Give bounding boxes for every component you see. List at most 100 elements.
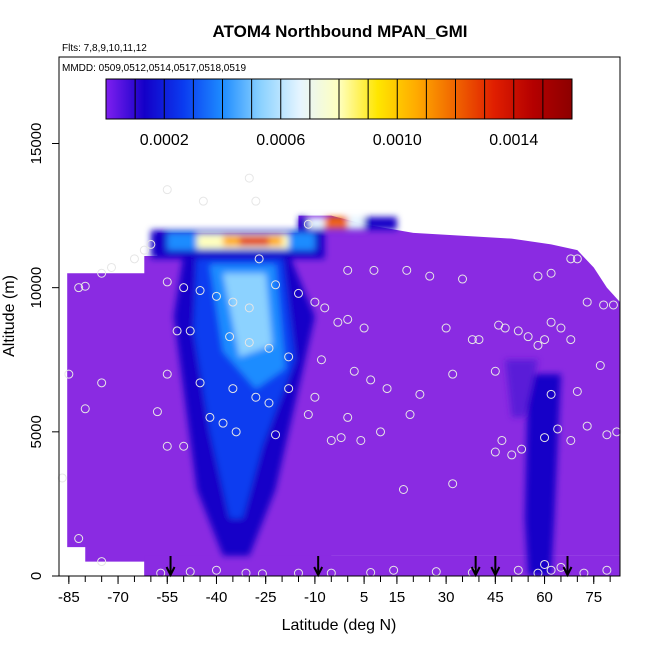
sample-point xyxy=(333,317,343,327)
x-tick-label: 15 xyxy=(389,589,406,606)
sample-point xyxy=(244,337,254,347)
sample-point xyxy=(582,297,592,307)
descent-arrowhead xyxy=(562,566,573,578)
sample-point xyxy=(254,254,264,264)
sample-point xyxy=(595,361,605,371)
sample-point xyxy=(579,568,589,578)
sample-point xyxy=(366,375,376,385)
x-tick-label: 75 xyxy=(585,589,602,606)
sample-point xyxy=(582,421,592,431)
chart-title: ATOM4 Northbound MPAN_GMI xyxy=(213,22,468,41)
sample-point xyxy=(185,326,195,336)
sample-point xyxy=(599,300,609,310)
colorbar: 0.0002 0.0006 0.0010 0.0014 xyxy=(105,78,573,149)
sample-point xyxy=(349,366,359,376)
sample-point xyxy=(533,271,543,281)
sample-point xyxy=(80,404,90,414)
sample-point xyxy=(608,300,618,310)
flights-note: Flts: 7,8,9,10,11,12 xyxy=(62,43,147,54)
sample-point xyxy=(257,569,267,579)
sample-point xyxy=(129,254,139,264)
sample-point xyxy=(513,326,523,336)
sample-point xyxy=(474,335,484,345)
sample-point xyxy=(540,335,550,345)
sample-point xyxy=(97,557,107,567)
sample-point xyxy=(271,430,281,440)
sample-point xyxy=(343,265,353,275)
sample-point xyxy=(376,427,386,437)
sample-point xyxy=(74,283,84,293)
sample-point xyxy=(310,392,320,402)
sample-point xyxy=(264,343,274,353)
sample-point xyxy=(612,427,622,437)
sample-point xyxy=(231,427,241,437)
sample-point xyxy=(405,410,415,420)
sample-point xyxy=(264,398,274,408)
sample-point xyxy=(205,412,215,422)
sample-points xyxy=(57,173,622,579)
sample-point xyxy=(284,352,294,362)
sample-point xyxy=(228,384,238,394)
sample-point xyxy=(507,450,517,460)
sample-point xyxy=(398,485,408,494)
dates-note: MMDD: 0509,0512,0514,0517,0518,0519 xyxy=(62,63,246,74)
sample-point xyxy=(241,568,251,578)
sample-point xyxy=(198,196,208,206)
sample-point xyxy=(490,447,500,457)
descent-arrowhead xyxy=(470,566,481,578)
sample-point xyxy=(218,418,228,428)
sample-point xyxy=(152,407,162,417)
sample-point xyxy=(146,239,156,249)
top-band-red xyxy=(324,217,348,229)
descent-arrowhead xyxy=(490,566,501,578)
sample-point xyxy=(211,291,221,301)
sample-point xyxy=(356,435,366,445)
x-axis: -85 -70 -55 -40 -25 -10 5 15 30 45 60 75 xyxy=(58,576,611,606)
sample-point xyxy=(162,185,172,195)
x-tick-label: -85 xyxy=(58,589,80,606)
plume-core-pale xyxy=(223,273,273,357)
descent-arrows xyxy=(165,556,573,578)
sample-point xyxy=(369,265,379,275)
north-plume xyxy=(524,374,561,576)
sample-point xyxy=(602,430,612,440)
low-level-coverage xyxy=(144,555,620,576)
colorbar-tick-label: 0.0002 xyxy=(140,132,189,149)
sample-point xyxy=(415,389,425,399)
sample-point xyxy=(211,565,221,575)
x-tick-label: -70 xyxy=(107,589,129,606)
sample-point xyxy=(546,268,556,278)
plume-layer xyxy=(150,217,561,576)
sample-point xyxy=(228,297,238,307)
sample-point xyxy=(179,441,189,451)
y-axis: 0 5000 10000 15000 xyxy=(28,123,59,580)
sample-point xyxy=(172,326,182,336)
sample-point xyxy=(225,332,235,342)
sample-point xyxy=(382,384,392,394)
y-tick-label: 10000 xyxy=(28,267,45,309)
sample-point xyxy=(359,323,369,333)
sample-point xyxy=(251,392,261,402)
sample-point xyxy=(566,435,576,445)
sample-point xyxy=(293,288,303,298)
sample-point xyxy=(448,369,458,379)
sample-point xyxy=(106,262,116,272)
concentration-field xyxy=(59,215,620,576)
sample-point xyxy=(316,355,326,365)
sample-point xyxy=(366,568,376,578)
sample-point xyxy=(497,435,507,445)
sample-point xyxy=(566,254,576,264)
y-tick-label: 15000 xyxy=(28,123,45,165)
sample-point xyxy=(195,378,205,388)
sample-point xyxy=(139,245,149,255)
sample-point xyxy=(533,340,543,350)
sample-point xyxy=(572,254,582,264)
x-tick-label: -10 xyxy=(304,589,326,606)
sample-point xyxy=(553,424,563,434)
sample-point xyxy=(513,565,523,575)
x-tick-label: 30 xyxy=(438,589,455,606)
x-tick-label: -25 xyxy=(255,589,277,606)
sample-point xyxy=(500,323,510,333)
sample-point xyxy=(566,335,576,345)
